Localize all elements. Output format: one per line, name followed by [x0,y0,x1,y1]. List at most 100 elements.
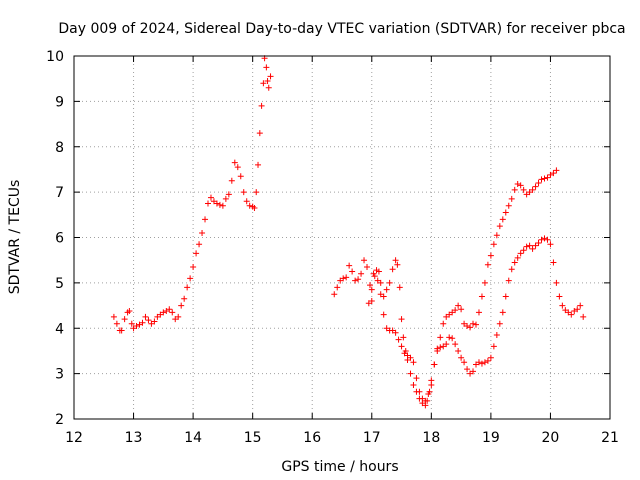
data-point [361,257,368,264]
data-point [207,194,214,201]
data-point [366,282,373,289]
data-point [118,327,125,334]
axis-ticks: 12 13 14 15 16 17 18 19 20 21 2 3 4 5 6 7 8 9 10 [46,49,619,446]
x-tick-label: 21 [601,430,619,446]
data-point [481,279,488,286]
data-point [434,345,441,352]
data-point [505,277,512,284]
data-point [493,332,500,339]
x-tick-label: 12 [65,430,83,446]
data-point [374,277,381,284]
x-tick-label: 19 [482,430,500,446]
data-point [267,73,274,80]
x-tick-label: 13 [125,430,143,446]
data-point [380,311,387,318]
data-point [517,182,524,189]
data-point [487,252,494,259]
data-point [550,170,557,177]
data-series [110,55,587,409]
x-tick-label: 17 [363,430,381,446]
data-point [514,180,521,187]
data-point [386,279,393,286]
data-point [475,309,482,316]
data-point [523,243,530,250]
data-point [470,320,477,327]
data-point [517,250,524,257]
data-point [449,335,456,342]
data-point [520,186,527,193]
data-point [184,284,191,291]
data-point [526,242,533,249]
y-tick-label: 2 [55,412,64,428]
data-point [431,361,438,368]
x-tick-label: 18 [422,430,440,446]
data-point [410,381,417,388]
data-point [478,360,485,367]
data-point [355,276,362,283]
data-point [568,311,575,318]
data-point [440,320,447,327]
data-point [169,309,176,316]
data-point [398,316,405,323]
data-point [443,341,450,348]
data-point [392,257,399,264]
data-point [265,84,272,91]
data-point [452,307,459,314]
data-point [349,268,356,275]
y-axis-title: SDTVAR / TECUs [7,180,23,295]
data-point [550,259,557,266]
data-point [395,336,402,343]
plot-frame [73,55,611,420]
data-point [383,286,390,293]
data-point [544,174,551,181]
x-tick-label: 15 [244,430,262,446]
data-point [340,275,347,282]
data-point [145,317,152,324]
data-point [446,334,453,341]
data-point [484,261,491,268]
data-point [126,308,133,315]
data-point [511,259,518,266]
data-point [228,177,235,184]
data-point [331,291,338,298]
data-point [113,320,120,327]
data-point [392,329,399,336]
data-point [473,321,479,328]
data-point [142,313,149,320]
data-point [541,175,548,182]
data-point [219,202,226,209]
data-point [128,320,135,327]
data-point [535,180,542,187]
data-point [216,201,223,208]
data-point [425,391,432,398]
data-point [538,236,545,243]
data-point [121,316,128,323]
data-point [508,266,515,273]
data-point [559,302,566,309]
y-tick-label: 6 [55,231,64,247]
data-point [490,241,497,248]
data-point [538,176,545,183]
data-point [398,343,405,350]
data-point [574,306,581,313]
data-point [251,205,258,212]
data-point [166,306,173,313]
segment-3 [365,235,587,404]
data-point [467,324,474,331]
data-point [400,334,407,341]
data-point [263,64,270,71]
data-point [346,262,353,269]
data-point [243,198,250,205]
data-point [428,381,435,388]
data-point [470,368,477,375]
data-point [541,235,548,242]
data-point [487,354,494,361]
data-point [246,202,253,209]
data-point [365,300,372,307]
chart-title: Day 009 of 2024, Sidereal Day-to-day VTE… [58,21,625,37]
data-point [556,293,563,300]
data-point [178,302,185,309]
data-point [193,250,200,257]
data-point [520,247,527,254]
